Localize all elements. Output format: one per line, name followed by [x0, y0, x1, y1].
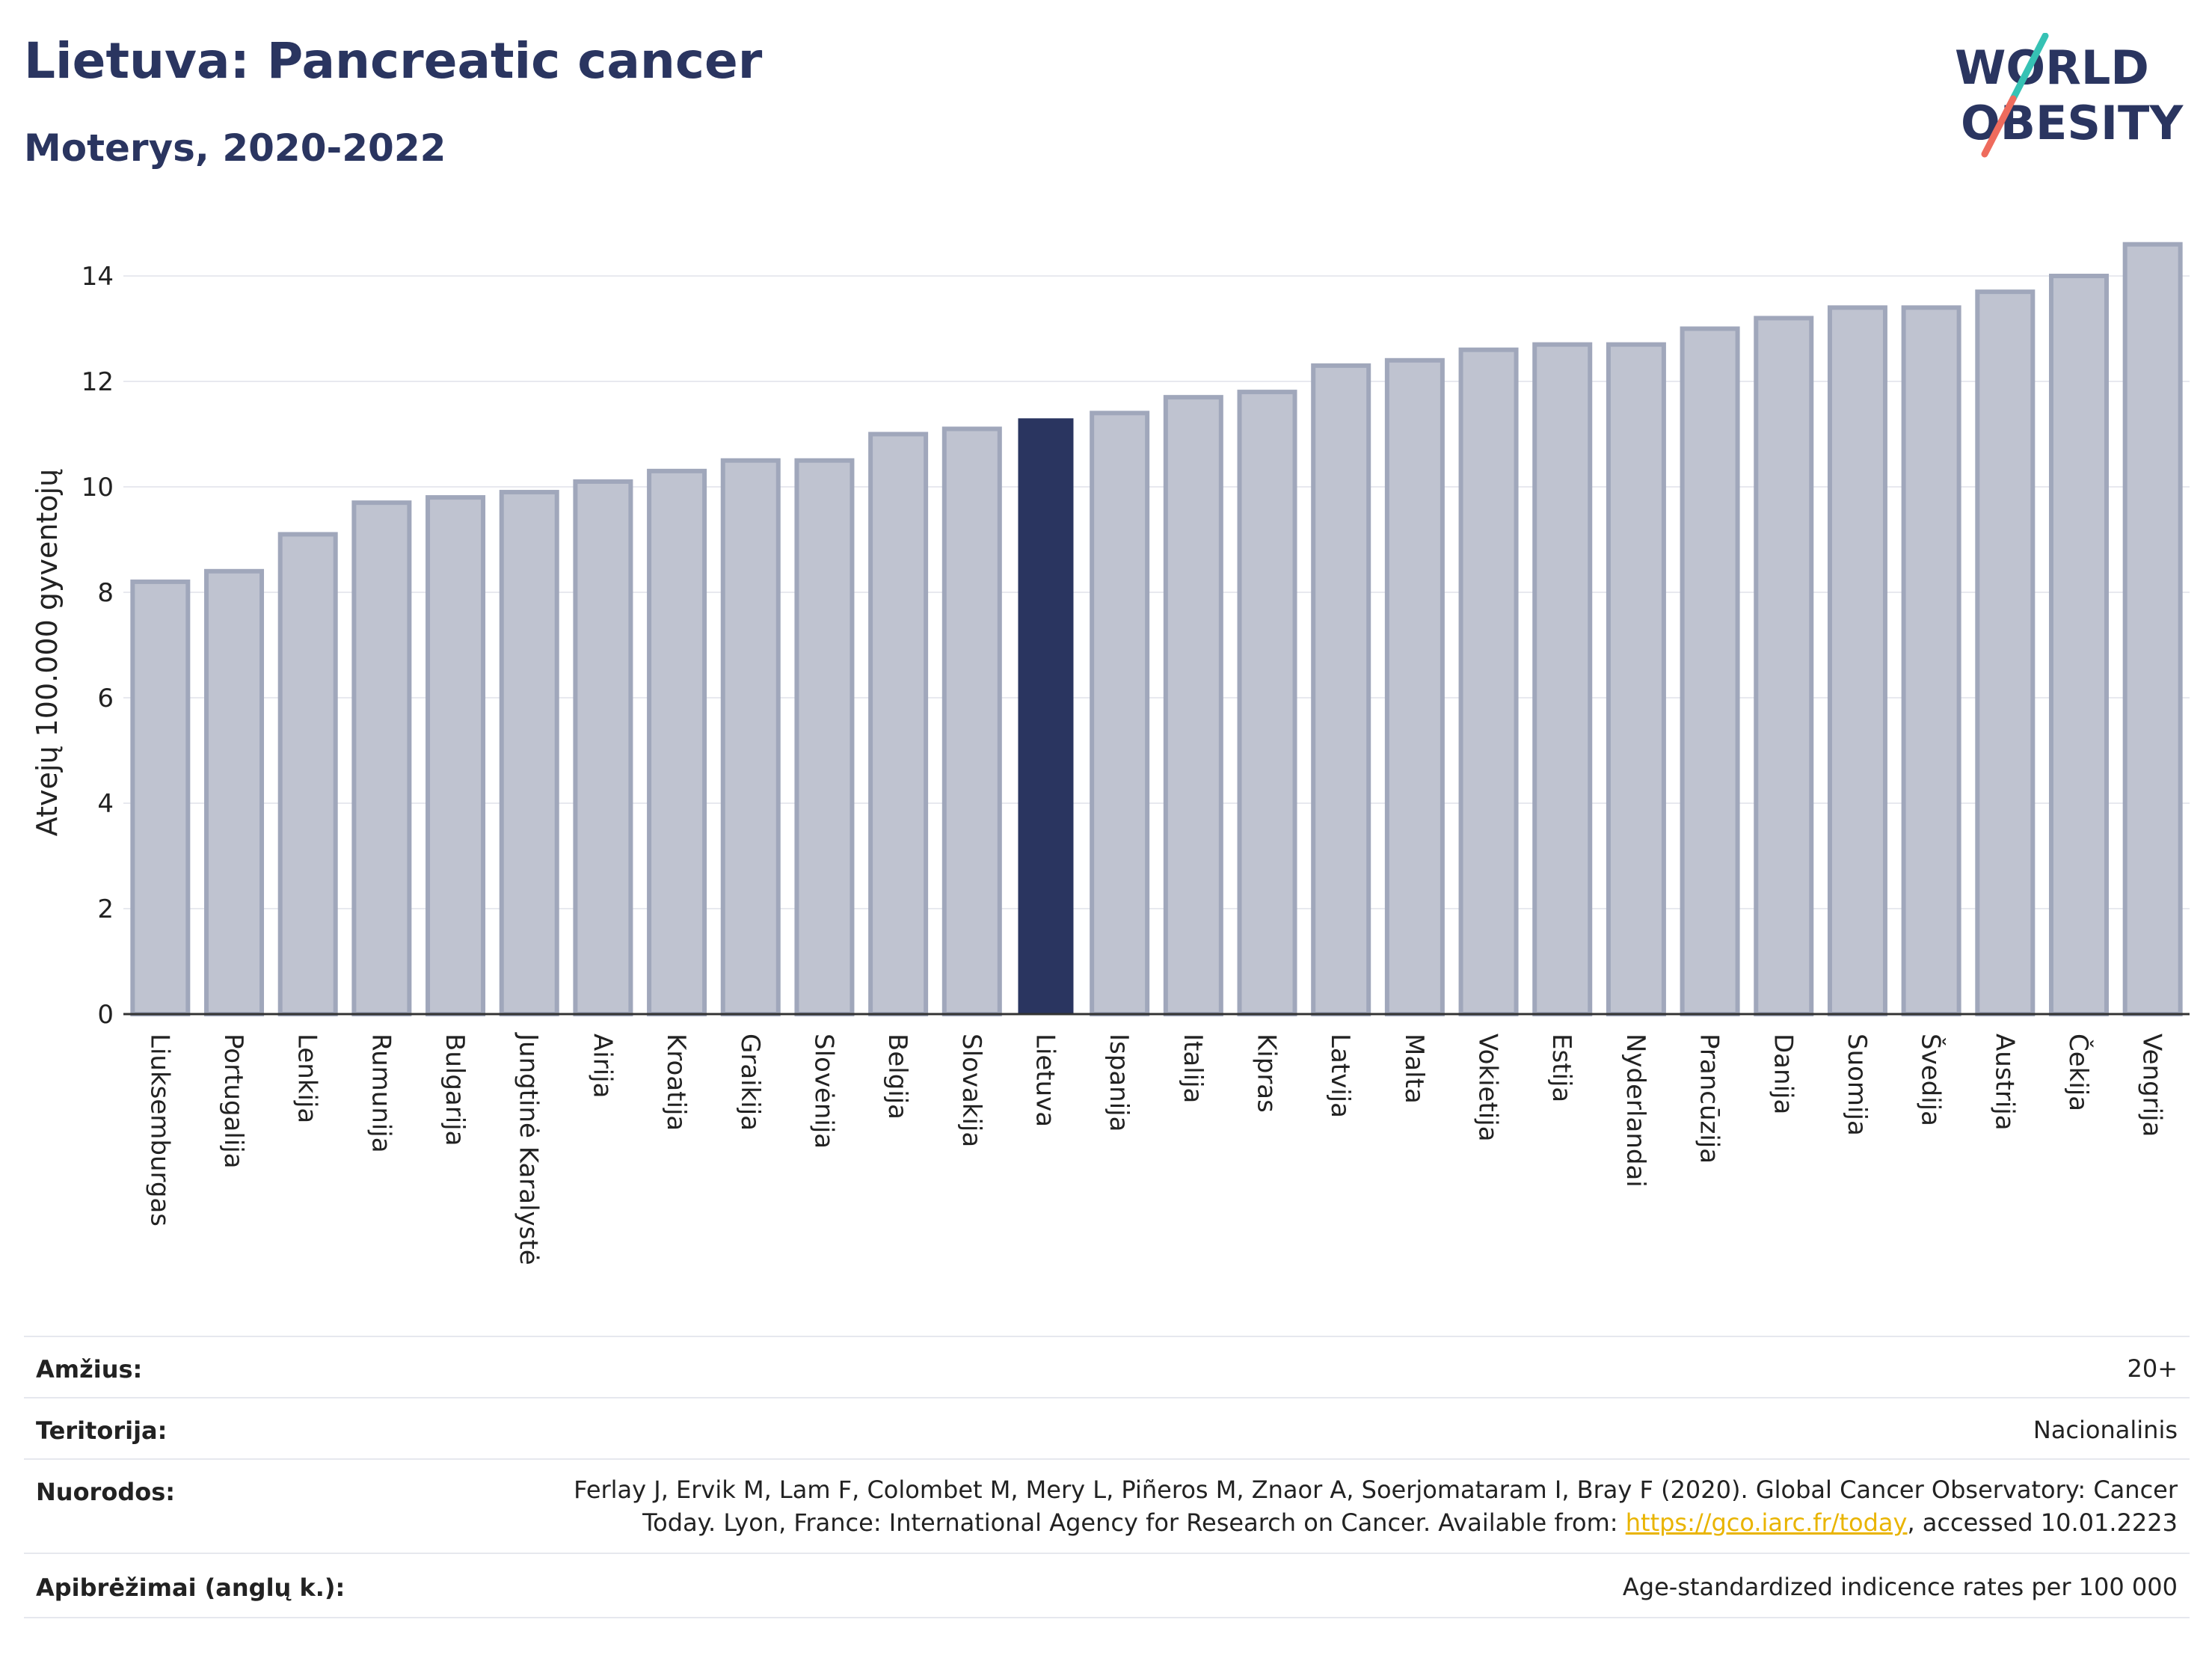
y-tick-label: 2 — [97, 894, 114, 924]
x-tick-label: Lietuva — [1030, 1034, 1060, 1127]
y-tick-label: 8 — [97, 578, 114, 608]
bar-5 — [425, 495, 486, 1016]
meta-row-definitions: Apibrėžimai (anglų k.): Age-standardized… — [24, 1553, 2190, 1618]
bar-15 — [1163, 395, 1223, 1016]
bar-13 — [1018, 418, 1074, 1014]
meta-value-definitions: Age-standardized indicence rates per 100… — [1622, 1573, 2178, 1601]
bar-4 — [351, 500, 412, 1016]
bar-21 — [1606, 342, 1666, 1016]
y-tick-label: 6 — [97, 684, 114, 713]
bar-27 — [2048, 274, 2109, 1016]
x-tick-label: Belgija — [882, 1034, 912, 1120]
bar-7 — [573, 479, 633, 1016]
x-tick-label: Čekija — [2063, 1034, 2094, 1111]
bar-11 — [868, 432, 929, 1016]
meta-value-references: Ferlay J, Ervik M, Lam F, Colombet M, Me… — [574, 1473, 2178, 1539]
bar-20 — [1532, 342, 1593, 1016]
references-line2-pre: Today. Lyon, France: International Agenc… — [642, 1508, 1626, 1537]
meta-label-references: Nuorodos: — [36, 1478, 176, 1506]
y-tick-label: 10 — [82, 473, 114, 503]
bar-2 — [204, 568, 265, 1016]
x-tick-label: Prancūzija — [1695, 1034, 1724, 1164]
bar-chart: 0 2 4 6 8 10 12 14 Atvejų 100.000 gyventojų Liuks… — [31, 242, 2190, 1265]
bar-18 — [1384, 357, 1445, 1016]
x-tick-label: Vengrija — [2137, 1034, 2167, 1137]
x-tick-label: Slovakija — [956, 1034, 986, 1147]
bar-6 — [499, 490, 559, 1016]
references-line2-post: , accessed 10.01.2223 — [1907, 1508, 2178, 1537]
bar-3 — [277, 532, 338, 1016]
logo-slash-top — [2009, 33, 2049, 102]
x-tick-label: Vokietija — [1473, 1034, 1503, 1142]
references-line1: Ferlay J, Ervik M, Lam F, Colombet M, Me… — [574, 1476, 2178, 1504]
bar-22 — [1680, 326, 1740, 1016]
chart-title: Lietuva: Pancreatic cancer — [24, 32, 763, 90]
x-tick-label: Danija — [1768, 1034, 1798, 1114]
meta-label-territory: Teritorija: — [36, 1416, 168, 1445]
bar-1 — [130, 579, 191, 1016]
y-tick-label: 14 — [82, 262, 114, 292]
bar-23 — [1754, 316, 1814, 1016]
bar-24 — [1827, 305, 1887, 1016]
x-tick-label: Slovėnija — [808, 1034, 838, 1149]
meta-value-territory: Nacionalinis — [2033, 1416, 2178, 1444]
references-line2: Today. Lyon, France: International Agenc… — [574, 1506, 2178, 1539]
x-tick-label: Bulgarija — [440, 1034, 470, 1146]
meta-label-definitions: Apibrėžimai (anglų k.): — [36, 1573, 345, 1602]
bar-19 — [1458, 347, 1519, 1016]
x-tick-label: Nyderlandai — [1620, 1034, 1650, 1188]
chart-subtitle: Moterys, 2020-2022 — [24, 126, 446, 170]
bar-26 — [1975, 289, 2036, 1016]
y-tick-label: 4 — [97, 789, 114, 819]
bar-8 — [647, 468, 707, 1016]
bar-14 — [1090, 411, 1150, 1016]
x-tick-label: Austrija — [1989, 1034, 2019, 1131]
meta-row-territory: Teritorija: Nacionalinis — [24, 1397, 2190, 1458]
x-tick-label: Jungtinė Karalystė — [514, 1032, 544, 1265]
x-tick-label: Airija — [587, 1034, 617, 1098]
bar-28 — [2122, 242, 2183, 1017]
bar-25 — [1901, 305, 1961, 1016]
y-axis-label: Atvejų 100.000 gyventojų — [31, 469, 64, 836]
x-tick-label: Švedija — [1916, 1034, 1947, 1126]
bar-12 — [941, 426, 1002, 1016]
bar-9 — [720, 458, 781, 1016]
y-tick-label: 12 — [82, 367, 114, 397]
x-tick-label: Ispanija — [1104, 1034, 1134, 1132]
x-tick-label: Rumunija — [366, 1034, 396, 1153]
x-tick-label: Graikija — [735, 1034, 765, 1131]
x-tick-label: Lenkija — [292, 1034, 322, 1123]
x-tick-label: Malta — [1399, 1034, 1429, 1104]
x-tick-label: Estija — [1546, 1034, 1576, 1102]
meta-value-age: 20+ — [2127, 1354, 2178, 1383]
meta-label-age: Amžius: — [36, 1355, 143, 1384]
references-link[interactable]: https://gco.iarc.fr/today — [1625, 1508, 1908, 1537]
meta-row-age: Amžius: 20+ — [24, 1336, 2190, 1397]
x-tick-label: Kipras — [1252, 1034, 1282, 1113]
logo-slash-bottom — [1981, 95, 2017, 158]
meta-row-references: Nuorodos: Ferlay J, Ervik M, Lam F, Colo… — [24, 1458, 2190, 1553]
logo-line1: WORLD — [1955, 40, 2149, 95]
x-tick-label: Italija — [1178, 1034, 1208, 1103]
x-tick-label: Portugalija — [218, 1034, 248, 1169]
y-tick-label: 0 — [97, 1000, 114, 1030]
bar-10 — [794, 458, 855, 1016]
bar-16 — [1237, 390, 1297, 1016]
x-tick-label: Latvija — [1325, 1034, 1355, 1118]
x-tick-label: Kroatija — [661, 1034, 691, 1131]
x-tick-label: Suomija — [1842, 1034, 1872, 1136]
bar-17 — [1311, 363, 1371, 1017]
x-tick-label: Liuksemburgas — [144, 1034, 174, 1226]
world-obesity-logo: WORLD OBESITY — [1955, 33, 2184, 158]
